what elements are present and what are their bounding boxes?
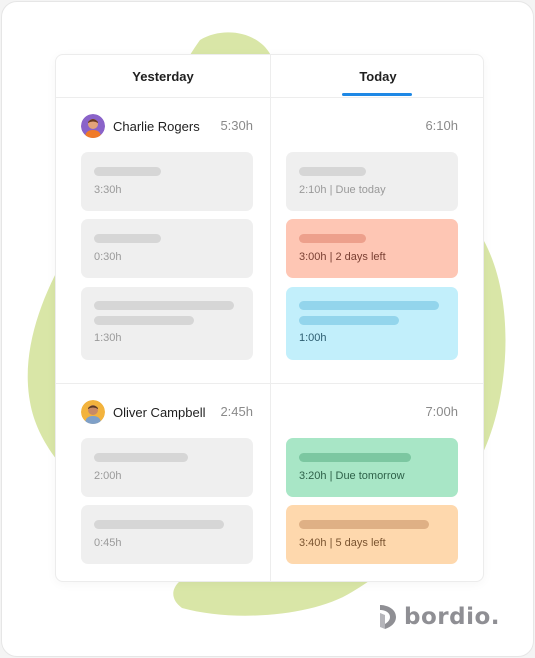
- today-total-hours: 7:00h: [425, 404, 458, 419]
- task-title-placeholder: [299, 234, 366, 243]
- active-tab-indicator: [342, 93, 412, 96]
- task-card[interactable]: 3:30h: [81, 152, 253, 211]
- header-divider: [56, 97, 483, 98]
- brand-logo: bordio.: [377, 603, 500, 631]
- avatar: [81, 114, 105, 138]
- task-duration: 2:10h | Due today: [299, 184, 386, 196]
- task-duration: 3:30h: [94, 184, 122, 196]
- task-duration: 0:45h: [94, 537, 122, 549]
- task-title-placeholder: [94, 167, 161, 176]
- task-title-placeholder: [94, 316, 194, 325]
- task-duration: 0:30h: [94, 251, 122, 263]
- yesterday-total-hours: 5:30h: [220, 118, 253, 133]
- task-card[interactable]: 0:30h: [81, 219, 253, 278]
- task-title-placeholder: [94, 234, 161, 243]
- task-title-placeholder: [299, 316, 399, 325]
- task-card[interactable]: 3:40h | 5 days left: [286, 505, 458, 564]
- task-title-placeholder: [94, 453, 188, 462]
- task-title-placeholder: [94, 301, 234, 310]
- task-duration: 3:20h | Due tomorrow: [299, 470, 405, 482]
- task-title-placeholder: [299, 301, 439, 310]
- task-title-placeholder: [299, 167, 366, 176]
- task-title-placeholder: [299, 453, 411, 462]
- tab-yesterday[interactable]: Yesterday: [132, 68, 194, 84]
- user-oliver-campbell[interactable]: Oliver Campbell: [81, 400, 205, 424]
- yesterday-total-hours: 2:45h: [220, 404, 253, 419]
- user-name: Oliver Campbell: [113, 404, 206, 420]
- brand-name: bordio.: [404, 604, 500, 630]
- task-duration: 1:00h: [299, 332, 327, 344]
- tab-today[interactable]: Today: [359, 68, 397, 84]
- task-duration: 3:40h | 5 days left: [299, 537, 386, 549]
- task-title-placeholder: [94, 520, 224, 529]
- user-divider: [56, 383, 483, 384]
- task-duration: 1:30h: [94, 332, 122, 344]
- today-total-hours: 6:10h: [425, 118, 458, 133]
- bordio-mark-icon: [380, 605, 396, 629]
- task-card[interactable]: 1:00h: [286, 287, 458, 360]
- schedule-board: Yesterday Today Charlie Rogers 5:30h 6:1…: [55, 54, 484, 582]
- task-card[interactable]: 2:00h: [81, 438, 253, 497]
- task-card[interactable]: 3:20h | Due tomorrow: [286, 438, 458, 497]
- column-divider: [270, 55, 271, 581]
- task-title-placeholder: [299, 520, 429, 529]
- task-card[interactable]: 2:10h | Due today: [286, 152, 458, 211]
- task-card[interactable]: 1:30h: [81, 287, 253, 360]
- user-charlie-rogers[interactable]: Charlie Rogers: [81, 114, 200, 138]
- user-name: Charlie Rogers: [113, 118, 200, 134]
- task-duration: 2:00h: [94, 470, 122, 482]
- task-card[interactable]: 0:45h: [81, 505, 253, 564]
- task-card[interactable]: 3:00h | 2 days left: [286, 219, 458, 278]
- task-duration: 3:00h | 2 days left: [299, 251, 386, 263]
- avatar: [81, 400, 105, 424]
